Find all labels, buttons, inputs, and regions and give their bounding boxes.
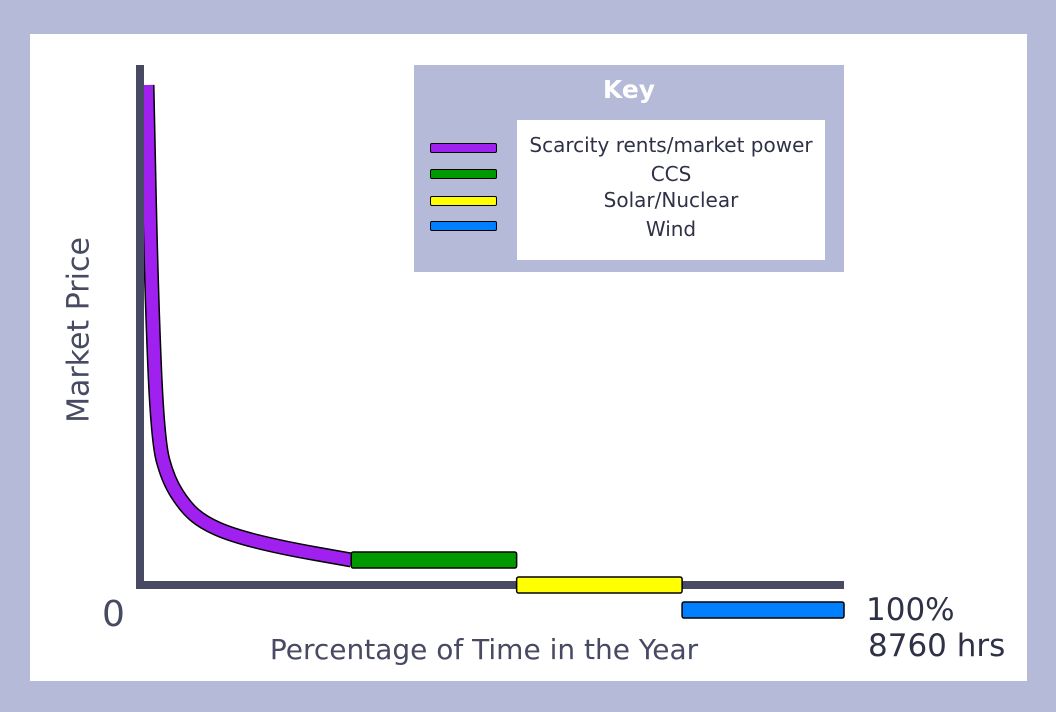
wind-segment	[681, 601, 845, 619]
y-axis-label: Market Price	[61, 237, 97, 423]
legend-title: Key	[602, 75, 656, 104]
x-end-sublabel: 8760 hrs	[868, 628, 1006, 664]
legend-swatch-solar-nuclear	[430, 196, 497, 206]
ccs-segment	[350, 551, 518, 569]
legend-swatch-wind	[430, 221, 497, 231]
legend: Key Scarcity rents/market power CCS Sola…	[414, 65, 844, 272]
x-axis-label: Percentage of Time in the Year	[269, 633, 699, 666]
legend-swatch-ccs	[430, 169, 497, 179]
x-start-label: 0	[102, 594, 125, 635]
legend-label-solar-nuclear: Solar/Nuclear	[603, 188, 739, 212]
legend-label-wind: Wind	[645, 217, 697, 241]
legend-label-ccs: CCS	[650, 162, 692, 186]
legend-label-scarcity: Scarcity rents/market power	[529, 133, 813, 157]
x-end-label: 100%	[866, 592, 955, 628]
scarcity-curve	[141, 84, 353, 566]
legend-swatch-scarcity	[430, 143, 497, 153]
legend-label-box: Scarcity rents/market power CCS Solar/Nu…	[517, 120, 825, 260]
solar-nuclear-segment	[515, 576, 683, 594]
